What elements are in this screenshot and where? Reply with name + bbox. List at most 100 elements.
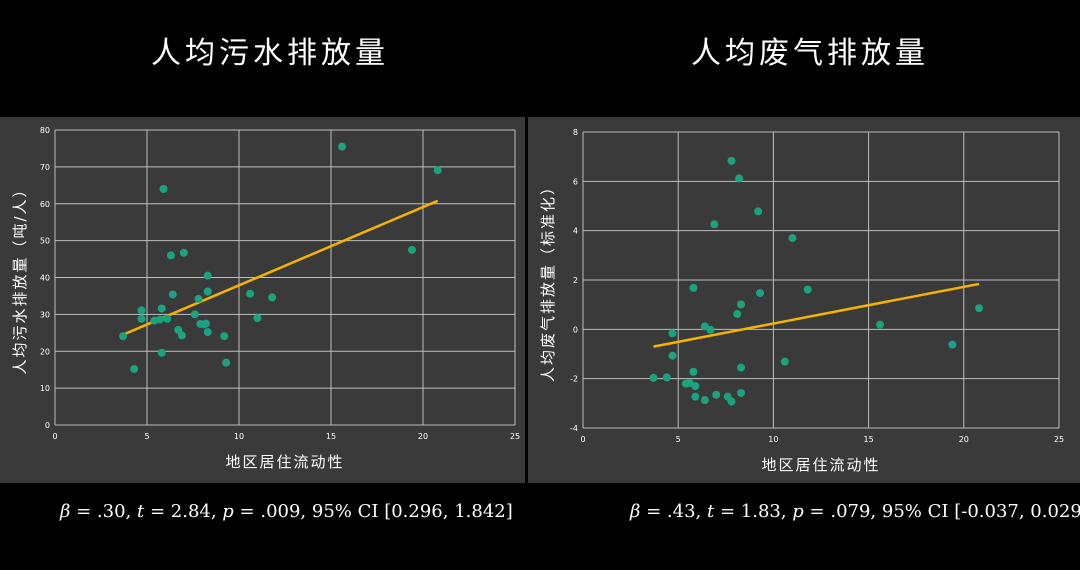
x-tick-label: 15 bbox=[326, 432, 336, 441]
data-point bbox=[689, 283, 698, 292]
data-point bbox=[975, 304, 984, 313]
data-point bbox=[137, 314, 146, 323]
x-tick-label: 0 bbox=[580, 435, 585, 444]
data-point bbox=[201, 319, 210, 328]
data-point bbox=[433, 166, 442, 175]
data-point bbox=[338, 142, 347, 151]
data-point bbox=[190, 310, 199, 319]
data-point bbox=[163, 314, 172, 323]
data-point bbox=[137, 306, 146, 315]
t-symbol: t bbox=[137, 501, 145, 522]
chart-panel-sewage: 0 10 20 30 40 50 60 70 80 0 5 10 15 20 25 地区居住流动性 人均污水排放… bbox=[0, 117, 525, 483]
y-tick-label: 4 bbox=[573, 227, 578, 236]
data-point bbox=[159, 185, 168, 193]
data-point bbox=[706, 325, 715, 334]
data-point bbox=[203, 287, 212, 296]
data-point bbox=[803, 285, 812, 294]
data-point bbox=[780, 357, 789, 366]
data-point bbox=[253, 314, 262, 323]
data-point bbox=[194, 294, 203, 303]
chart-title-exhaust: 人均废气排放量 bbox=[691, 36, 929, 71]
x-tick-label: 10 bbox=[768, 435, 778, 444]
chart-panel-exhaust: -4 -2 0 2 4 6 8 0 5 10 15 20 25 地区居住流动性 人均废气排放量（标准化） bbox=[528, 117, 1080, 483]
y-tick-label: 40 bbox=[40, 274, 50, 283]
y-tick-label: 70 bbox=[40, 163, 50, 172]
y-axis-label: 人均废气排放量（标准化） bbox=[539, 178, 557, 382]
data-point bbox=[203, 328, 212, 337]
data-point bbox=[948, 340, 957, 349]
y-tick-label: 10 bbox=[40, 384, 50, 393]
y-tick-label: 20 bbox=[40, 347, 50, 356]
data-point bbox=[689, 367, 698, 376]
y-tick-label: 80 bbox=[40, 126, 50, 135]
trend-line bbox=[122, 199, 439, 336]
p-and-ci-value: = .079, 95% CI [-0.037, 0.029] bbox=[803, 501, 1080, 522]
x-axis-label: 地区居住流动性 bbox=[761, 456, 880, 474]
x-tick-label: 25 bbox=[1054, 435, 1064, 444]
data-point bbox=[788, 234, 797, 243]
stats-text-sewage: β = .30, t = 2.84, p = .009, 95% CI [0.2… bbox=[60, 497, 513, 527]
data-point bbox=[220, 332, 229, 341]
data-point bbox=[155, 315, 164, 324]
x-tick-label: 10 bbox=[234, 432, 244, 441]
beta-symbol: β bbox=[60, 501, 71, 522]
beta-value: = .43, bbox=[640, 501, 708, 522]
x-axis-label: 地区居住流动性 bbox=[225, 453, 344, 471]
x-tick-label: 5 bbox=[676, 435, 681, 444]
data-point bbox=[691, 382, 700, 391]
data-point bbox=[203, 271, 212, 280]
data-point bbox=[407, 245, 416, 254]
p-symbol: p bbox=[792, 501, 804, 522]
data-point bbox=[712, 390, 721, 399]
p-symbol: p bbox=[222, 501, 234, 522]
data-point bbox=[733, 310, 742, 319]
y-tick-label: 60 bbox=[40, 200, 50, 209]
data-point bbox=[668, 351, 677, 360]
x-tick-label: 5 bbox=[144, 432, 149, 441]
data-point bbox=[662, 373, 671, 382]
data-point bbox=[168, 290, 177, 299]
chart-title-sewage: 人均污水排放量 bbox=[151, 36, 389, 71]
stats-text-exhaust: β = .43, t = 1.83, p = .079, 95% CI [-0.… bbox=[630, 497, 1080, 527]
y-tick-label: 30 bbox=[40, 310, 50, 319]
y-tick-label: 6 bbox=[573, 177, 578, 186]
x-tick-label: 20 bbox=[418, 432, 428, 441]
data-point bbox=[668, 329, 677, 338]
data-point bbox=[737, 388, 746, 397]
y-tick-label: 50 bbox=[40, 237, 50, 246]
data-point bbox=[179, 248, 188, 257]
data-point bbox=[737, 363, 746, 372]
data-point bbox=[177, 331, 186, 340]
y-tick-label: 2 bbox=[573, 276, 578, 285]
data-point bbox=[737, 300, 746, 309]
p-and-ci-value: = .009, 95% CI [0.296, 1.842] bbox=[233, 501, 513, 522]
y-tick-label: -4 bbox=[570, 424, 578, 433]
beta-symbol: β bbox=[630, 501, 641, 522]
data-point bbox=[166, 251, 175, 260]
x-tick-label: 15 bbox=[864, 435, 874, 444]
data-point bbox=[649, 373, 658, 382]
data-point bbox=[700, 396, 709, 405]
beta-value: = .30, bbox=[70, 501, 138, 522]
scatter-chart-sewage: 0 10 20 30 40 50 60 70 80 0 5 10 15 20 25 地区居住流动性 人均污水排放… bbox=[11, 126, 520, 471]
data-point bbox=[157, 304, 166, 313]
trend-line bbox=[653, 282, 980, 348]
data-point bbox=[130, 364, 139, 373]
x-tick-label: 0 bbox=[52, 432, 57, 441]
data-point bbox=[119, 332, 128, 341]
data-point bbox=[157, 348, 166, 357]
scatter-chart-exhaust: -4 -2 0 2 4 6 8 0 5 10 15 20 25 地区居住流动性 人均废气排放量（标准化） bbox=[539, 128, 1064, 474]
data-point bbox=[222, 358, 231, 367]
t-value: = 2.84, bbox=[144, 501, 223, 522]
t-value: = 1.83, bbox=[714, 501, 793, 522]
y-tick-label: 0 bbox=[45, 421, 50, 430]
data-point bbox=[876, 320, 885, 329]
data-point bbox=[268, 293, 277, 302]
data-point bbox=[727, 397, 736, 406]
data-point bbox=[710, 220, 719, 229]
data-point bbox=[691, 392, 700, 401]
data-point bbox=[735, 174, 744, 183]
y-axis-label: 人均污水排放量（吨/人） bbox=[11, 180, 29, 374]
y-tick-label: -2 bbox=[570, 375, 578, 384]
x-tick-label: 25 bbox=[510, 432, 520, 441]
